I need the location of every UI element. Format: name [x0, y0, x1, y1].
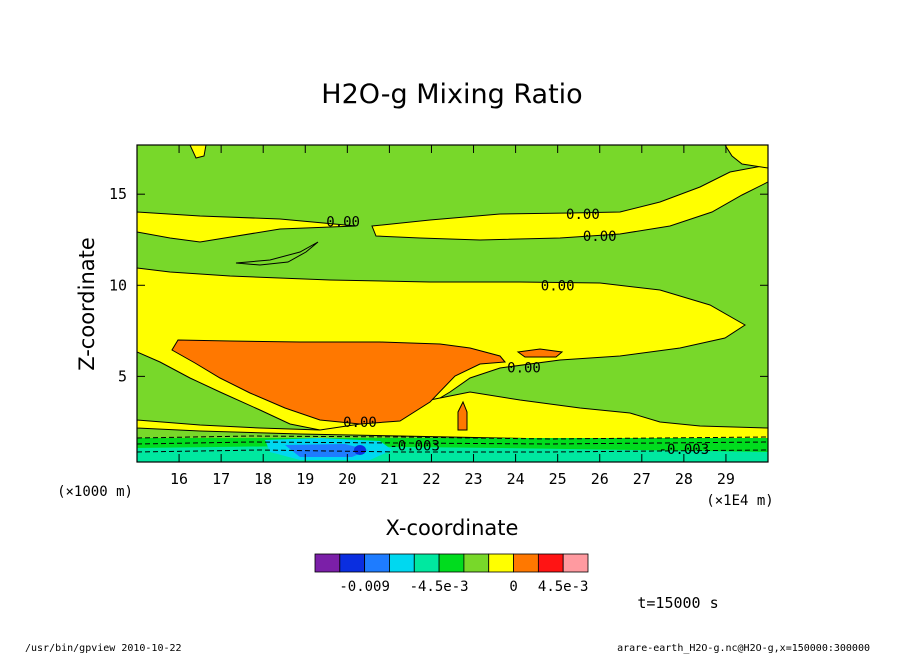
contour-label-6: -0.003 — [389, 439, 440, 455]
y-axis: 5 10 15 — [109, 185, 768, 385]
x-tick-label-2: 18 — [254, 470, 272, 488]
orange-region-main — [171, 339, 507, 425]
x-tick-label-6: 22 — [422, 470, 440, 488]
contour-label-7: -0.003 — [659, 442, 710, 458]
x-tick-label-0: 16 — [170, 470, 188, 488]
contour-labels: 0.00 0.00 0.00 0.00 0.00 0.00 -0.003 -0.003 — [326, 207, 709, 458]
y-tick-label-0: 5 — [118, 367, 127, 385]
x-axis-label: X-coordinate — [386, 516, 519, 540]
x-tick-label-10: 26 — [591, 470, 609, 488]
x-axis: 16 17 18 19 20 21 22 23 24 25 26 27 28 29 — [170, 145, 735, 488]
colorbar-swatch-10 — [562, 553, 589, 573]
yellow-region-upper-band — [137, 211, 357, 243]
colorbar-swatch-6 — [463, 553, 490, 573]
colorbar — [314, 553, 589, 573]
orange-patch-right — [516, 348, 564, 358]
y-tick-label-1: 10 — [109, 276, 127, 294]
green-pocket — [235, 241, 319, 266]
x-tick-label-9: 25 — [549, 470, 567, 488]
colorbar-label-1: -4.5e-3 — [410, 579, 469, 595]
yellow-region-top-patch-right — [724, 145, 768, 169]
contour-label-0: 0.00 — [326, 215, 360, 231]
x-tick-label-5: 21 — [380, 470, 398, 488]
colorbar-swatch-9 — [537, 553, 564, 573]
colorbar-swatch-4 — [413, 553, 440, 573]
y-axis-label: Z-coordinate — [75, 237, 99, 371]
yellow-region-upper-right — [371, 164, 768, 241]
x-tick-label-12: 28 — [675, 470, 693, 488]
colorbar-label-2: 0 — [509, 579, 517, 595]
plot-frame — [136, 144, 769, 463]
contour-label-1: 0.00 — [566, 207, 600, 223]
colorbar-swatch-0 — [314, 553, 341, 573]
colorbar-labels: -0.009 -4.5e-3 0 4.5e-3 — [339, 579, 588, 595]
x-tick-label-8: 24 — [507, 470, 525, 488]
colorbar-swatch-1 — [339, 553, 366, 573]
dashed-contours — [137, 435, 768, 453]
x-axis-unit: (×1E4 m) — [706, 493, 773, 509]
colorbar-label-0: -0.009 — [339, 579, 390, 595]
x-tick-label-3: 19 — [296, 470, 314, 488]
yellow-region-top-patch-left — [189, 145, 207, 159]
orange-patch-vertical — [457, 400, 468, 431]
contour-label-3: 0.00 — [541, 278, 575, 294]
footer-right: arare-earth_H2O-g.nc@H2O-g,x=150000:3000… — [617, 643, 870, 654]
deep-blue-patch — [354, 445, 366, 455]
y-axis-unit: (×1000 m) — [57, 484, 133, 500]
x-tick-label-13: 29 — [717, 470, 735, 488]
contour-label-2: 0.00 — [583, 229, 617, 245]
contour-label-5: 0.00 — [343, 415, 377, 431]
colorbar-label-3: 4.5e-3 — [538, 579, 589, 595]
yellow-region-bottom-band — [137, 391, 768, 442]
colorbar-swatch-7 — [488, 553, 514, 573]
contour-label-4: 0.00 — [507, 360, 541, 376]
blue-patch-bottom — [285, 444, 368, 457]
x-tick-label-1: 17 — [212, 470, 230, 488]
colorbar-swatch-2 — [364, 553, 390, 573]
y-tick-label-2: 15 — [109, 185, 127, 203]
chart-title: H2O-g Mixing Ratio — [321, 79, 582, 110]
colorbar-swatch-8 — [513, 553, 539, 573]
time-label: t=15000 s — [637, 594, 718, 612]
colorbar-swatch-5 — [438, 553, 465, 573]
x-tick-label-7: 23 — [465, 470, 483, 488]
colorbar-swatch-3 — [389, 553, 415, 573]
plot-area — [137, 145, 768, 462]
x-tick-label-11: 27 — [633, 470, 651, 488]
footer-left: /usr/bin/gpview 2010-10-22 — [25, 643, 182, 654]
x-tick-label-4: 20 — [338, 470, 356, 488]
